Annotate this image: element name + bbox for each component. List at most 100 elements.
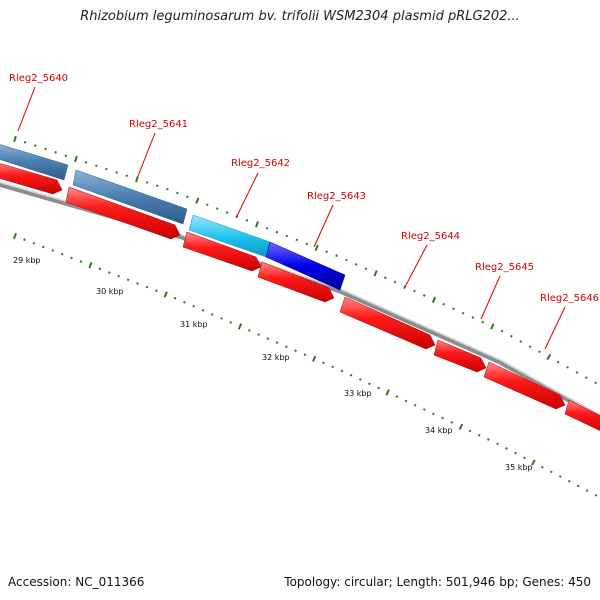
scale-ticks bbox=[12, 135, 598, 497]
minor-tick bbox=[247, 329, 251, 332]
minor-tick bbox=[331, 365, 335, 369]
major-tick bbox=[490, 323, 495, 330]
scale-label-33kbp: 33 kbp bbox=[344, 389, 372, 398]
cds-reverse-rleg2-5640[interactable] bbox=[0, 143, 69, 181]
minor-tick bbox=[176, 191, 179, 195]
minor-tick bbox=[481, 320, 484, 324]
minor-tick bbox=[322, 361, 325, 365]
leader-rleg2-5646 bbox=[544, 306, 566, 350]
minor-tick bbox=[225, 211, 229, 214]
accession-text: Accession: NC_011366 bbox=[8, 575, 145, 589]
minor-tick bbox=[105, 167, 108, 171]
cds-forward-rleg2-5644[interactable] bbox=[339, 296, 436, 350]
minor-tick bbox=[514, 451, 517, 455]
minor-tick bbox=[205, 203, 209, 206]
minor-tick bbox=[23, 141, 27, 144]
minor-tick bbox=[340, 369, 344, 373]
leader-rleg2-5644 bbox=[403, 244, 428, 290]
minor-tick bbox=[358, 378, 362, 381]
gene-label-rleg2-5643[interactable]: Rleg2_5643 bbox=[307, 191, 366, 202]
minor-tick bbox=[166, 187, 169, 191]
minor-tick bbox=[257, 333, 260, 336]
minor-tick bbox=[500, 329, 504, 333]
major-tick bbox=[135, 175, 139, 183]
leader-rleg2-5645 bbox=[480, 275, 501, 320]
cds-forward-rleg2-5646[interactable] bbox=[483, 361, 566, 410]
cds-reverse-rleg2-5643[interactable] bbox=[265, 241, 346, 291]
scale-label-34kbp: 34 kbp bbox=[425, 426, 453, 435]
minor-tick bbox=[584, 376, 588, 380]
minor-tick bbox=[404, 399, 408, 403]
gene-label-rleg2-5645[interactable]: Rleg2_5645 bbox=[475, 262, 534, 273]
cds-forward-rleg2-5643[interactable] bbox=[257, 261, 335, 303]
minor-tick bbox=[303, 353, 307, 357]
major-tick bbox=[385, 389, 390, 396]
minor-tick bbox=[183, 300, 186, 304]
minor-tick bbox=[575, 371, 579, 374]
gene-label-rleg2-5646[interactable]: Rleg2_5646 bbox=[540, 293, 599, 304]
minor-tick bbox=[576, 484, 580, 488]
minor-tick bbox=[450, 421, 454, 424]
minor-tick bbox=[173, 296, 177, 300]
minor-tick bbox=[285, 345, 288, 348]
minor-tick bbox=[229, 321, 233, 324]
minor-tick bbox=[528, 345, 532, 349]
gene-label-rleg2-5644[interactable]: Rleg2_5644 bbox=[401, 231, 460, 242]
major-tick bbox=[237, 323, 243, 330]
major-tick bbox=[163, 291, 168, 298]
minor-tick bbox=[266, 337, 270, 340]
minor-tick bbox=[32, 242, 36, 245]
cds-forward-rleg2-5645[interactable] bbox=[433, 339, 487, 373]
major-tick bbox=[312, 355, 317, 362]
minor-tick bbox=[60, 252, 64, 256]
minor-tick bbox=[345, 258, 348, 262]
minor-tick bbox=[368, 382, 371, 386]
minor-tick bbox=[335, 254, 338, 257]
minor-tick bbox=[245, 219, 249, 222]
major-tick bbox=[88, 262, 93, 269]
scale-label-31kbp: 31 kbp bbox=[180, 320, 208, 329]
minor-tick bbox=[117, 274, 120, 278]
cds-forward-downstream[interactable] bbox=[564, 399, 600, 433]
scale-label-32kbp: 32 kbp bbox=[262, 353, 290, 362]
minor-tick bbox=[155, 184, 159, 188]
minor-tick bbox=[64, 154, 68, 158]
major-tick bbox=[531, 459, 536, 466]
label-leaders bbox=[17, 86, 566, 350]
minor-tick bbox=[496, 442, 499, 446]
major-tick bbox=[546, 353, 552, 361]
minor-tick bbox=[285, 234, 289, 238]
major-tick bbox=[74, 155, 78, 163]
leader-rleg2-5640 bbox=[17, 86, 36, 132]
minor-tick bbox=[477, 433, 481, 437]
minor-tick bbox=[594, 493, 598, 497]
minor-tick bbox=[510, 334, 513, 338]
minor-tick bbox=[126, 278, 130, 282]
minor-tick bbox=[354, 263, 358, 266]
minor-tick bbox=[98, 267, 102, 271]
cds-forward-upstream[interactable] bbox=[0, 162, 63, 195]
map-title: Rhizobium leguminosarum bv. trifolii WSM… bbox=[80, 9, 520, 24]
cds-reverse-rleg2-5641[interactable] bbox=[72, 169, 188, 225]
minor-tick bbox=[220, 317, 223, 320]
cds-forward-rleg2-5641[interactable] bbox=[65, 186, 181, 240]
minor-tick bbox=[70, 256, 73, 260]
minor-tick bbox=[201, 309, 205, 312]
minor-tick bbox=[393, 280, 397, 284]
minor-tick bbox=[145, 181, 149, 184]
gene-label-rleg2-5640[interactable]: Rleg2_5640 bbox=[9, 73, 68, 84]
gene-label-rleg2-5642[interactable]: Rleg2_5642 bbox=[231, 158, 290, 169]
cds-forward-rleg2-5642[interactable] bbox=[182, 231, 262, 272]
major-tick bbox=[254, 221, 260, 228]
minor-tick bbox=[487, 438, 490, 441]
gene-labels: Rleg2_5640 Rleg2_5641 Rleg2_5642 Rleg2_5… bbox=[9, 73, 599, 304]
minor-tick bbox=[145, 285, 149, 289]
leader-rleg2-5641 bbox=[137, 132, 156, 177]
minor-tick bbox=[155, 289, 158, 293]
gene-label-rleg2-5641[interactable]: Rleg2_5641 bbox=[129, 119, 188, 130]
minor-tick bbox=[364, 267, 368, 271]
minor-tick bbox=[305, 242, 309, 246]
scale-labels: 29 kbp 30 kbp 31 kbp 32 kbp 33 kbp 34 kb… bbox=[13, 256, 533, 472]
scale-label-29kbp: 29 kbp bbox=[13, 256, 41, 265]
